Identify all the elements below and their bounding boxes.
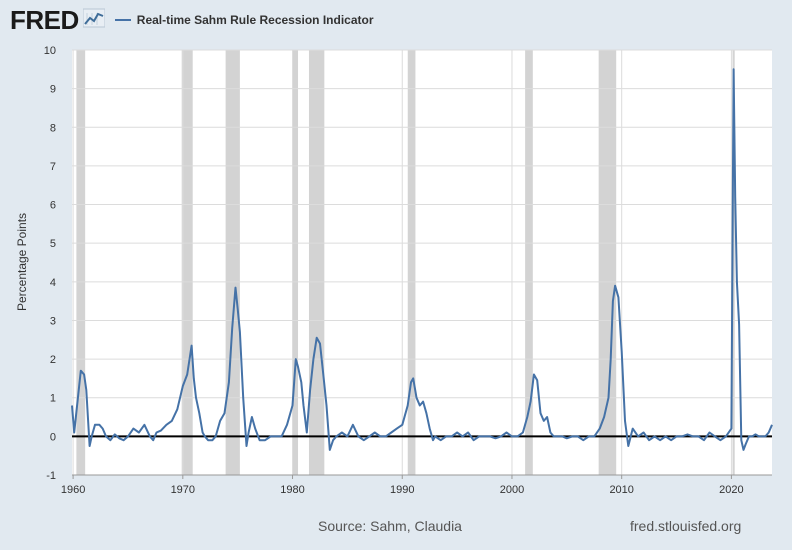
- x-tick-label: 2020: [719, 484, 743, 496]
- y-tick-label: 10: [44, 45, 56, 57]
- y-tick-label: 1: [50, 393, 56, 405]
- legend-label: Real-time Sahm Rule Recession Indicator: [136, 13, 374, 27]
- y-tick-label: 0: [50, 431, 56, 443]
- recession-band: [292, 50, 299, 475]
- x-tick-label: 2000: [500, 484, 524, 496]
- x-tick-label: 1990: [390, 484, 414, 496]
- recession-band: [181, 50, 193, 475]
- y-tick-label: 9: [50, 84, 56, 96]
- y-tick-label: 2: [50, 354, 56, 366]
- recession-band: [525, 50, 533, 475]
- series-line: [71, 68, 773, 451]
- y-tick-label: 6: [50, 200, 56, 212]
- fred-url-link[interactable]: fred.stlouisfed.org: [630, 518, 742, 534]
- y-tick-label: 8: [50, 122, 56, 134]
- y-tick-label: 7: [50, 161, 56, 173]
- recession-band: [732, 50, 735, 475]
- y-tick-label: 3: [50, 315, 56, 327]
- recession-band: [225, 50, 240, 475]
- legend-swatch: [114, 19, 131, 21]
- x-tick-label: 1980: [280, 484, 304, 496]
- recession-band: [598, 50, 617, 475]
- y-tick-label: 4: [50, 277, 56, 289]
- x-tick-label: 1960: [61, 484, 85, 496]
- legend: Real-time Sahm Rule Recession Indicator: [114, 13, 374, 27]
- recession-band: [407, 50, 416, 475]
- x-tick-label: 2010: [609, 484, 633, 496]
- recession-band: [308, 50, 325, 475]
- fred-logo[interactable]: FRED: [10, 5, 79, 35]
- header: FRED Real-time Sahm Rule Recession Indic…: [10, 6, 374, 34]
- source-text: Source: Sahm, Claudia: [318, 518, 462, 534]
- y-tick-label: -1: [46, 470, 56, 482]
- x-tick-label: 1970: [171, 484, 195, 496]
- recession-band: [76, 50, 86, 475]
- y-tick-label: 5: [50, 238, 56, 250]
